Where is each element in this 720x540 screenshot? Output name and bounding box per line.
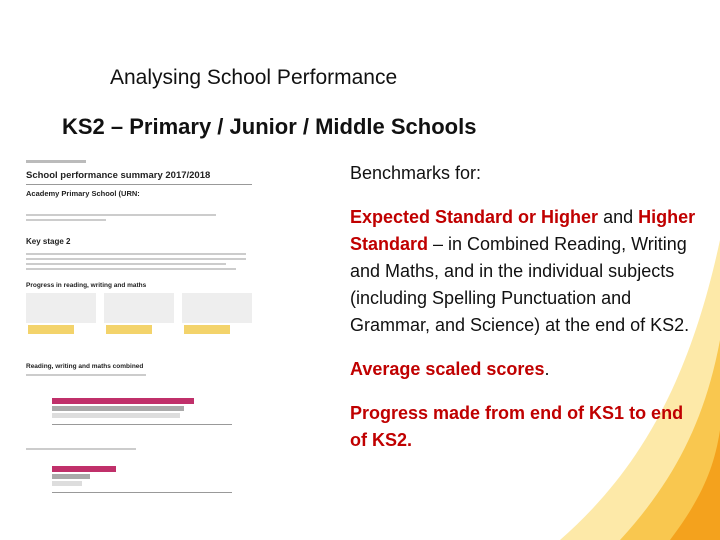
text: and [598,207,639,227]
thumb-line [26,219,106,221]
thumb-line [26,268,236,270]
thumb-school: Academy Primary School (URN: [26,189,140,198]
highlight-text: Expected Standard or Higher [350,207,599,227]
thumb-bar [52,413,180,418]
wave-dark [670,430,720,540]
thumb-axis [52,424,232,425]
highlight-text: Higher Standard [350,207,696,254]
thumb-panel [26,293,96,323]
highlight-text: Average scaled scores [350,359,545,379]
thumb-bar [52,398,194,404]
thumb-bar [52,474,90,479]
text: Benchmarks for: [350,163,482,183]
thumb-line [26,374,146,376]
thumb-line [26,258,246,260]
thumb-badge [106,325,152,334]
slide-subtitle: KS2 – Primary / Junior / Middle Schools [62,114,477,139]
thumb-bg [22,158,252,513]
text: – in Combined Reading, Writing and Maths… [350,234,690,335]
thumb-heading: School performance summary 2017/2018 [26,170,210,181]
thumb-axis [52,492,232,493]
thumb-line [26,160,86,163]
thumb-progress: Progress in reading, writing and maths [26,282,147,289]
thumb-rule [26,184,252,185]
thumb-line [26,253,246,255]
thumb-line [26,214,216,216]
thumb-badge [28,325,74,334]
thumb-badge [184,325,230,334]
thumb-panel [182,293,252,323]
thumb-bar [52,466,116,472]
slide-title: Analysing School Performance [110,66,398,89]
text: . [544,359,550,379]
thumb-bar [52,406,184,411]
report-thumbnail: School performance summary 2017/2018 Aca… [22,158,252,513]
thumb-panels [26,293,252,334]
paragraph: Average scaled scores. [350,356,700,383]
thumb-line [26,448,136,450]
thumb-combined: Reading, writing and maths combined [26,363,143,370]
body-text: Benchmarks for: Expected Standard or High… [350,160,700,471]
paragraph: Expected Standard or Higher and Higher S… [350,204,700,339]
paragraph: Benchmarks for: [350,160,700,187]
thumb-panel [104,293,174,323]
thumb-line [26,263,226,265]
thumb-bar [52,481,82,486]
wave-mid [620,340,720,540]
thumb-section: Key stage 2 [26,237,71,246]
highlight-text: Progress made from end of KS1 to end of … [350,403,684,450]
paragraph: Progress made from end of KS1 to end of … [350,400,700,454]
